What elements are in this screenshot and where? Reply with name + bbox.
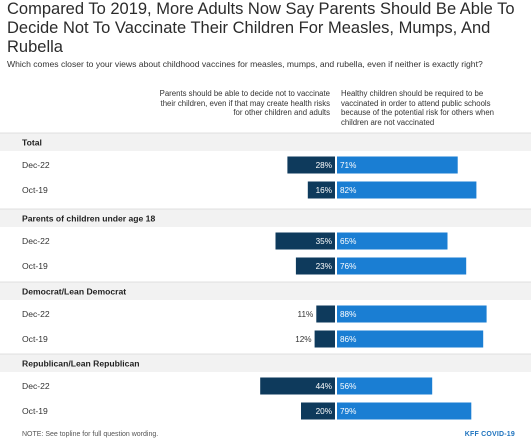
bar-right: [337, 232, 448, 250]
group-band: [0, 133, 531, 151]
bar-right: [337, 181, 477, 199]
group-band: [0, 209, 531, 227]
bar-right: [337, 156, 458, 174]
chart-title: Compared To 2019, More Adults Now Say Pa…: [7, 0, 515, 56]
data-label-left: 20%: [316, 407, 332, 416]
data-label-right: 79%: [340, 407, 356, 416]
row-label: Dec-22: [22, 236, 50, 246]
data-label-right: 65%: [340, 237, 356, 246]
data-label-left: 35%: [316, 237, 332, 246]
row-label: Oct-19: [22, 185, 48, 195]
group-label: Total: [22, 138, 42, 148]
chart-subtitle: Which comes closer to your views about c…: [7, 59, 483, 69]
data-label-left: 11%: [298, 310, 314, 319]
data-label-left: 23%: [316, 262, 332, 271]
data-label-left: 16%: [316, 186, 332, 195]
data-label-right: 82%: [340, 186, 356, 195]
legend-series-left: Parents should be able to decide not to …: [159, 89, 330, 118]
bar-right: [337, 305, 487, 323]
legend-series-right: Healthy children should be required to b…: [341, 89, 494, 127]
group-band: [0, 354, 531, 372]
data-label-right: 56%: [340, 382, 356, 391]
row-label: Oct-19: [22, 406, 48, 416]
group-label: Democrat/Lean Democrat: [22, 287, 126, 297]
footer-source: KFF COVID-19: [464, 431, 515, 438]
bar-right: [337, 377, 433, 395]
bar-right: [337, 257, 467, 275]
bar-right: [337, 330, 484, 348]
row-label: Oct-19: [22, 334, 48, 344]
data-label-left: 44%: [316, 382, 332, 391]
bar-left: [316, 305, 335, 323]
row-label: Oct-19: [22, 261, 48, 271]
group-label: Parents of children under age 18: [22, 214, 155, 224]
row-label: Dec-22: [22, 160, 50, 170]
bar-right: [337, 402, 472, 420]
group-band: [0, 282, 531, 300]
data-label-left: 28%: [316, 161, 332, 170]
bar-left: [260, 377, 335, 395]
bar-left: [301, 402, 335, 420]
row-label: Dec-22: [22, 381, 50, 391]
group-label: Republican/Lean Republican: [22, 359, 139, 369]
bar-left: [275, 232, 335, 250]
data-label-right: 76%: [340, 262, 356, 271]
data-label-right: 88%: [340, 310, 356, 319]
data-label-right: 71%: [340, 161, 356, 170]
footer-note: NOTE: See topline for full question word…: [22, 431, 159, 438]
data-label-right: 86%: [340, 335, 356, 344]
bar-left: [295, 257, 335, 275]
bar-left: [307, 181, 335, 199]
bar-left: [287, 156, 335, 174]
bar-left: [314, 330, 335, 348]
data-label-left: 12%: [295, 335, 311, 344]
row-label: Dec-22: [22, 309, 50, 319]
